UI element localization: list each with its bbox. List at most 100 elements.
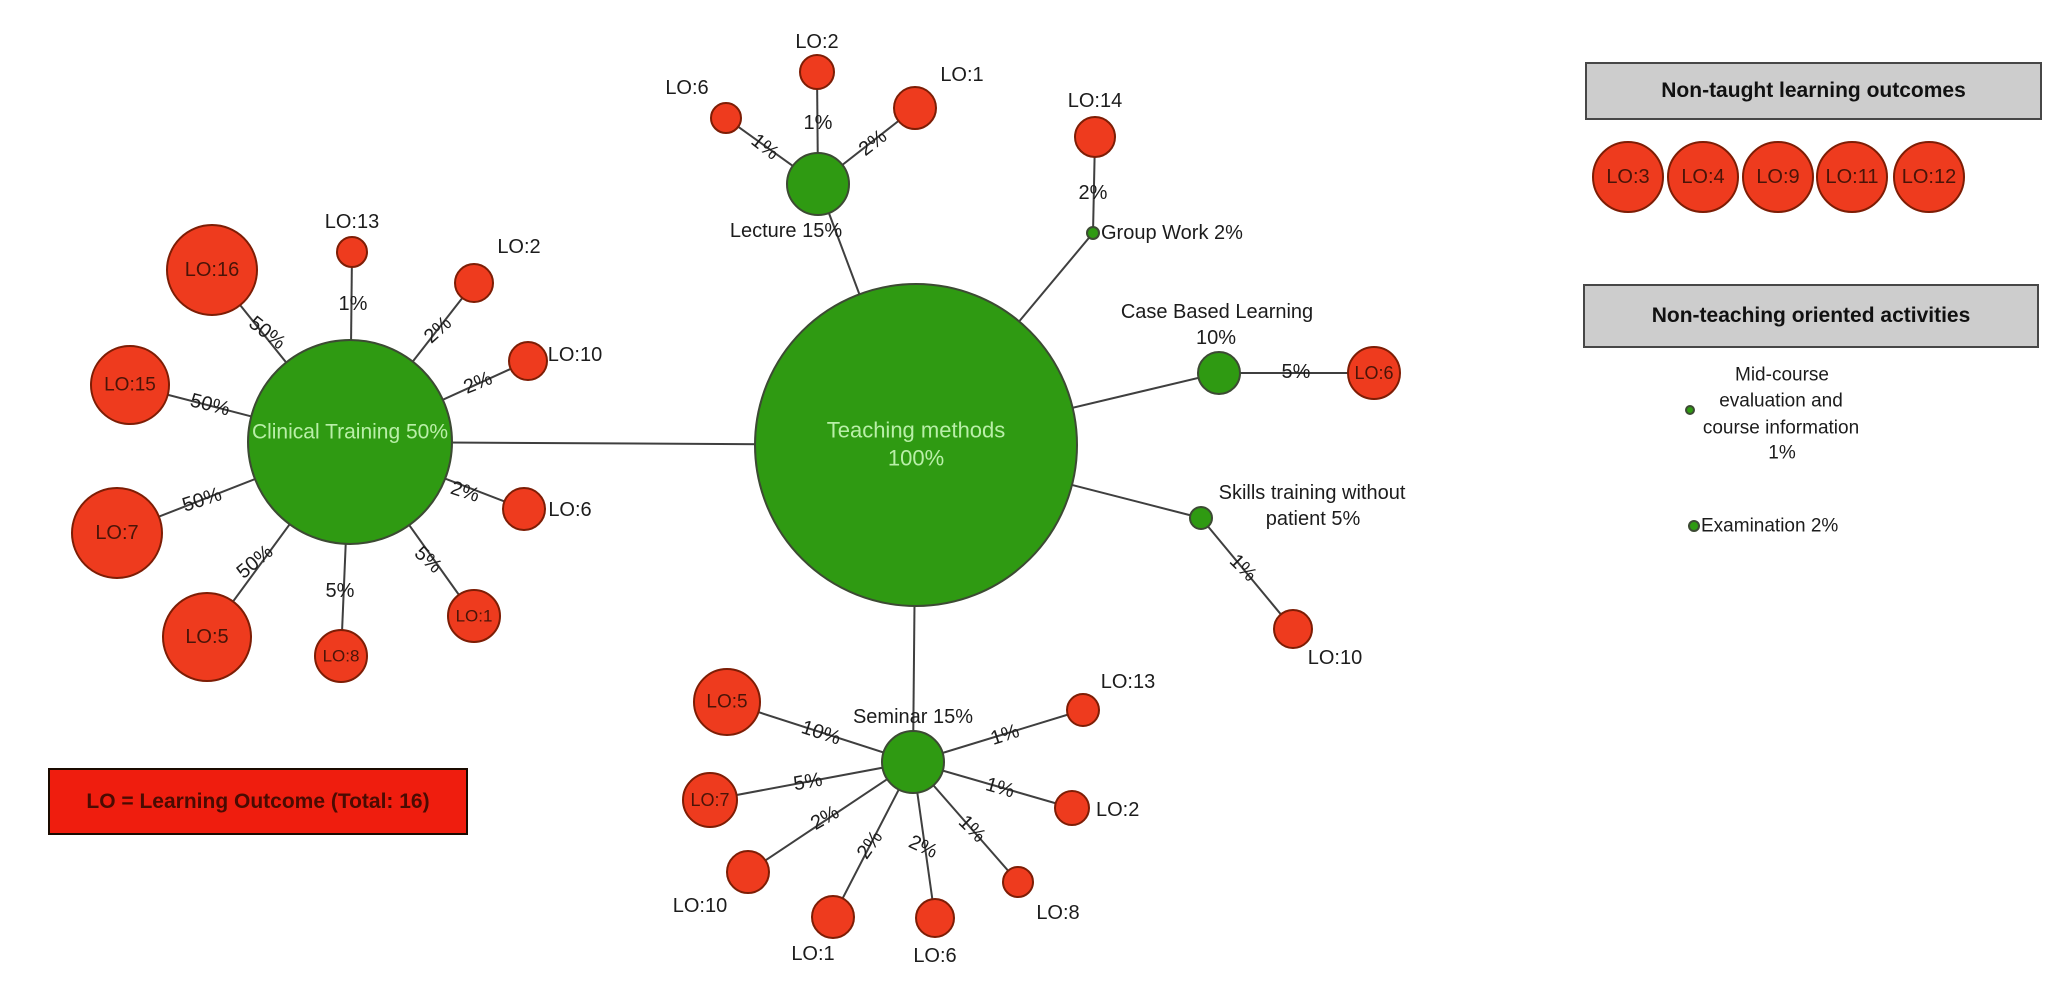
node-lo5c	[162, 592, 252, 682]
edge-label: 2%	[420, 312, 456, 348]
learning-outcome-legend: LO = Learning Outcome (Total: 16)	[48, 768, 468, 835]
label-case-based-learning: Case Based Learning	[1121, 301, 1313, 323]
node-label-lo16: LO:16	[185, 259, 239, 281]
edge-label: 5%	[1282, 361, 1311, 383]
label-patient-5-: patient 5%	[1266, 508, 1361, 530]
node-p_lo3	[1592, 141, 1664, 213]
edge-seminar-lo7s	[709, 761, 914, 801]
non-teaching-oriented-activities-header: Non-teaching oriented activities	[1583, 284, 2039, 348]
label-mid-course: Mid-course	[1735, 365, 1829, 386]
node-p_lo11	[1816, 141, 1888, 213]
node-label-p_lo12: LO:12	[1902, 166, 1956, 188]
node-lo10se	[726, 850, 770, 894]
edge-skills-lo10sk	[1200, 517, 1294, 630]
node-p_lo9	[1742, 141, 1814, 213]
node-lo2l	[799, 54, 835, 90]
node-lo1c	[447, 589, 501, 643]
edge-label: 1%	[747, 129, 783, 164]
label-lo-2: LO:2	[1096, 799, 1139, 821]
node-lo1s	[811, 895, 855, 939]
node-label-lo7s: LO:7	[690, 790, 729, 810]
node-groupwork	[1086, 226, 1100, 240]
node-label-p_lo9: LO:9	[1756, 166, 1799, 188]
label-examination-2-: Examination 2%	[1701, 516, 1838, 537]
node-p_lo12	[1893, 141, 1965, 213]
label-lo-1: LO:1	[940, 64, 983, 86]
node-skills	[1189, 506, 1213, 530]
node-lo1l	[893, 86, 937, 130]
node-lo6c	[502, 487, 546, 531]
label-lo-10: LO:10	[1308, 647, 1362, 669]
node-lo2c	[454, 263, 494, 303]
label-lecture-15-: Lecture 15%	[730, 220, 843, 242]
label-group-work-2-: Group Work 2%	[1101, 222, 1243, 244]
edge-label: 2%	[460, 367, 495, 398]
node-case	[1197, 351, 1241, 395]
label-lo-6: LO:6	[665, 77, 708, 99]
node-p_lo4	[1667, 141, 1739, 213]
edge-label: 2%	[905, 831, 941, 863]
node-lo5s	[693, 668, 761, 736]
edge-seminar-lo10se	[747, 761, 914, 873]
label-10-: 10%	[1196, 327, 1236, 349]
label-lo-2: LO:2	[497, 236, 540, 258]
node-lo7s	[682, 772, 738, 828]
node-lo13s	[1066, 693, 1100, 727]
label-lo-8: LO:8	[1036, 902, 1079, 924]
node-seminar	[881, 730, 945, 794]
node-teaching	[754, 283, 1078, 607]
node-label-teaching: Teaching methods	[827, 418, 1006, 443]
node-lo7c	[71, 487, 163, 579]
node-label-p_lo11: LO:11	[1826, 166, 1879, 188]
edge-label: 5%	[410, 542, 446, 578]
node-label-clinical: Clinical Training 50%	[252, 421, 448, 444]
node-lo6l	[710, 102, 742, 134]
node-lo10c	[508, 341, 548, 381]
edge-label: 5%	[792, 769, 825, 796]
edge-label: 1%	[988, 720, 1022, 750]
edge-label: 2%	[1079, 182, 1108, 204]
edge-label: 5%	[326, 580, 355, 602]
label-1-: 1%	[1768, 443, 1796, 464]
edge-label: 50%	[188, 389, 232, 420]
label-course-information: course information	[1703, 418, 1859, 439]
label-lo-6: LO:6	[913, 945, 956, 967]
node-lo16	[166, 224, 258, 316]
node-lo6case	[1347, 346, 1401, 400]
node-lo15	[90, 345, 170, 425]
node-label-lo6case: LO:6	[1354, 363, 1393, 383]
edge-label: 50%	[180, 483, 225, 516]
label-lo-13: LO:13	[325, 211, 379, 233]
node-lo2s	[1054, 790, 1090, 826]
node-label-p_lo3: LO:3	[1606, 166, 1649, 188]
node-lo6s	[915, 898, 955, 938]
edge-label: 1%	[339, 293, 368, 315]
label-lo-1: LO:1	[791, 943, 834, 965]
node-label-lo1c: LO:1	[456, 607, 493, 626]
label-lo-10: LO:10	[673, 895, 727, 917]
label-evaluation-and: evaluation and	[1719, 391, 1843, 412]
label-lo-13: LO:13	[1101, 671, 1155, 693]
edge-label: 1%	[804, 112, 833, 134]
node-label-p_lo4: LO:4	[1681, 166, 1724, 188]
node-label-lo7c: LO:7	[95, 522, 138, 544]
edge-label: 1%	[1225, 550, 1261, 586]
node-label-lo5s: LO:5	[706, 692, 747, 713]
edge-label: 2%	[853, 827, 888, 863]
node-label-lo5c: LO:5	[185, 626, 228, 648]
non-taught-learning-outcomes-header: Non-taught learning outcomes	[1585, 62, 2042, 120]
edge-label: 2%	[448, 477, 482, 507]
node-label-lo15: LO:15	[104, 375, 156, 396]
node-lo10sk	[1273, 609, 1313, 649]
node-midcourse_dot	[1685, 405, 1695, 415]
node-lo14	[1074, 116, 1116, 158]
node-lo13c	[336, 236, 368, 268]
node-clinical	[247, 339, 453, 545]
node-label-lo8c: LO:8	[323, 647, 360, 666]
node-lecture	[786, 152, 850, 216]
label-seminar-15-: Seminar 15%	[853, 706, 973, 728]
node-exam_dot	[1688, 520, 1700, 532]
node-lo8c	[314, 629, 368, 683]
